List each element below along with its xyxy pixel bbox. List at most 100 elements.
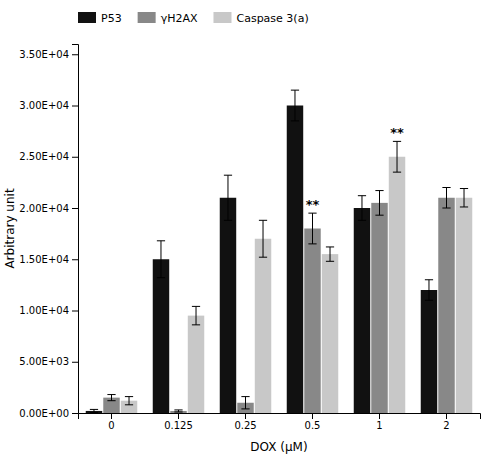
error-bar: [192, 306, 200, 324]
error-cap: [241, 396, 249, 397]
error-line: [446, 188, 447, 209]
error-cap: [460, 188, 468, 189]
error-cap: [157, 240, 165, 241]
y-tick: 1.50E+04: [19, 254, 78, 265]
marks: [86, 90, 472, 413]
error-cap: [107, 394, 115, 395]
error-bar: [308, 213, 316, 244]
y-tick-label: 1.00E+04: [19, 305, 69, 316]
legend-label: Caspase 3(a): [236, 12, 308, 25]
legend-item: γH2AX: [138, 12, 198, 25]
bar: [389, 157, 405, 413]
y-tick-mark: [72, 259, 78, 260]
error-line: [160, 241, 161, 278]
series: [86, 90, 437, 413]
x-tick-mark: [379, 413, 380, 419]
error-cap: [291, 90, 299, 91]
error-cap: [157, 277, 165, 278]
bar: [304, 229, 320, 414]
x-tick-label: 0.25: [234, 420, 256, 431]
y-tick: 0.00E+00: [19, 408, 78, 419]
error-cap: [90, 412, 98, 413]
error-cap: [224, 220, 232, 221]
error-bar: [425, 280, 433, 301]
legend-label: γH2AX: [161, 12, 198, 25]
bar: [438, 198, 454, 413]
x-tick-label: 0: [108, 420, 114, 431]
error-line: [361, 196, 362, 221]
bar: [153, 259, 169, 413]
y-tick: 3.00E+04: [19, 100, 78, 111]
annotation: **: [306, 197, 320, 212]
y-tick: 5.00E+03: [19, 356, 78, 367]
legend-swatch: [138, 12, 156, 23]
error-cap: [90, 409, 98, 410]
error-cap: [192, 306, 200, 307]
error-cap: [192, 324, 200, 325]
error-bar: [460, 189, 468, 207]
y-tick-mark: [72, 208, 78, 209]
x-tick-mark: [178, 413, 179, 419]
error-bar: [90, 409, 98, 412]
error-cap: [358, 220, 366, 221]
error-line: [227, 175, 228, 220]
error-bar: [259, 220, 267, 257]
y-tick-label: 3.50E+04: [19, 49, 69, 60]
y-tick-label: 0.00E+00: [19, 408, 69, 419]
error-bar: [224, 175, 232, 220]
y-tick: 3.50E+04: [19, 49, 78, 60]
error-cap: [442, 208, 450, 209]
error-line: [397, 141, 398, 172]
x-axis: 00.1250.250.512: [79, 413, 481, 431]
x-tick-label: 0.125: [164, 420, 193, 431]
error-line: [196, 306, 197, 324]
x-tick: 0.5: [305, 413, 321, 431]
error-bar: [326, 247, 334, 261]
error-line: [428, 280, 429, 301]
x-tick: 0.125: [164, 413, 193, 431]
error-bar: [358, 196, 366, 221]
plot: 0.00E+00 5.00E+03 1.00E+04 1.50E+04 2.00E+04…: [3, 45, 481, 455]
bar: [188, 316, 204, 413]
error-cap: [393, 172, 401, 173]
y-tick: 2.50E+04: [19, 151, 78, 162]
error-bar: [174, 410, 182, 412]
annotations: ****: [306, 125, 404, 212]
error-line: [330, 247, 331, 261]
bar: [220, 198, 236, 413]
x-tick-mark: [111, 413, 112, 419]
x-tick-mark: [446, 413, 447, 419]
legend-item: Caspase 3(a): [213, 12, 308, 25]
y-tick-label: 2.50E+04: [19, 151, 69, 162]
y-tick-label: 1.50E+04: [19, 254, 69, 265]
error-cap: [442, 187, 450, 188]
y-tick-mark: [72, 106, 78, 107]
error-bar: [125, 397, 133, 405]
y-tick-label: 2.00E+04: [19, 203, 69, 214]
error-line: [263, 220, 264, 257]
error-cap: [241, 408, 249, 409]
error-bar: [393, 141, 401, 172]
error-cap: [107, 400, 115, 401]
error-cap: [425, 300, 433, 301]
error-cap: [375, 215, 383, 216]
error-cap: [291, 120, 299, 121]
error-cap: [259, 220, 267, 221]
error-bar: [442, 188, 450, 209]
error-bar: [157, 241, 165, 278]
y-axis-line: [72, 45, 79, 414]
error-cap: [326, 246, 334, 247]
error-cap: [259, 257, 267, 258]
error-bar: [375, 191, 383, 216]
legend-swatch: [213, 12, 231, 23]
y-tick-mark: [72, 413, 78, 414]
x-axis-title: DOX (μM): [250, 440, 307, 454]
error-line: [312, 213, 313, 244]
bar: [456, 198, 472, 413]
y-tick: 2.00E+04: [19, 203, 78, 214]
y-tick-mark: [72, 311, 78, 312]
bar: [287, 106, 303, 414]
x-tick-mark: [245, 413, 246, 419]
bar: [354, 208, 370, 413]
y-tick-mark: [72, 362, 78, 363]
